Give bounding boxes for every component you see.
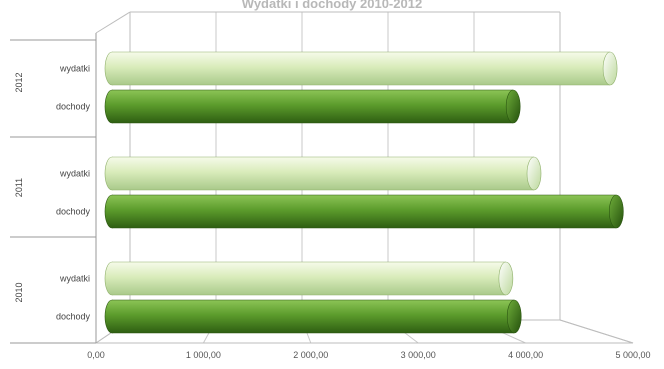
x-tick-label: 3 000,00 [401, 350, 436, 360]
category-label: wydatki [59, 64, 90, 74]
category-label: wydatki [59, 274, 90, 284]
bars [104, 51, 624, 334]
category-label: dochody [56, 102, 91, 112]
x-tick-label: 2 000,00 [293, 350, 328, 360]
group-label: 2010 [14, 282, 24, 302]
x-tick-label: 4 000,00 [508, 350, 543, 360]
x-tick-label: 1 000,00 [186, 350, 221, 360]
bar-2012-wydatki [104, 51, 618, 86]
axis-frame-line [95, 11, 131, 34]
x-tick-label: 5 000,00 [615, 350, 650, 360]
group-label: 2012 [14, 72, 24, 92]
category-label: dochody [56, 312, 91, 322]
bar-2011-wydatki [104, 156, 542, 191]
x-tick-label: 0,00 [87, 350, 105, 360]
labels: 0,00 1 000,00 2 000,00 3 000,00 4 000,00 5 00… [14, 64, 651, 361]
group-label: 2011 [14, 178, 24, 197]
category-label: dochody [56, 207, 91, 217]
bar-2011-dochody [104, 194, 624, 229]
chart-title: Wydatki i dochody 2010-2012 [242, 0, 422, 11]
bar-2012-dochody [104, 89, 521, 124]
bar-2010-wydatki [104, 261, 514, 296]
axis-frame-line [559, 319, 634, 344]
category-label: wydatki [59, 169, 90, 179]
bar-2010-dochody [104, 299, 522, 334]
